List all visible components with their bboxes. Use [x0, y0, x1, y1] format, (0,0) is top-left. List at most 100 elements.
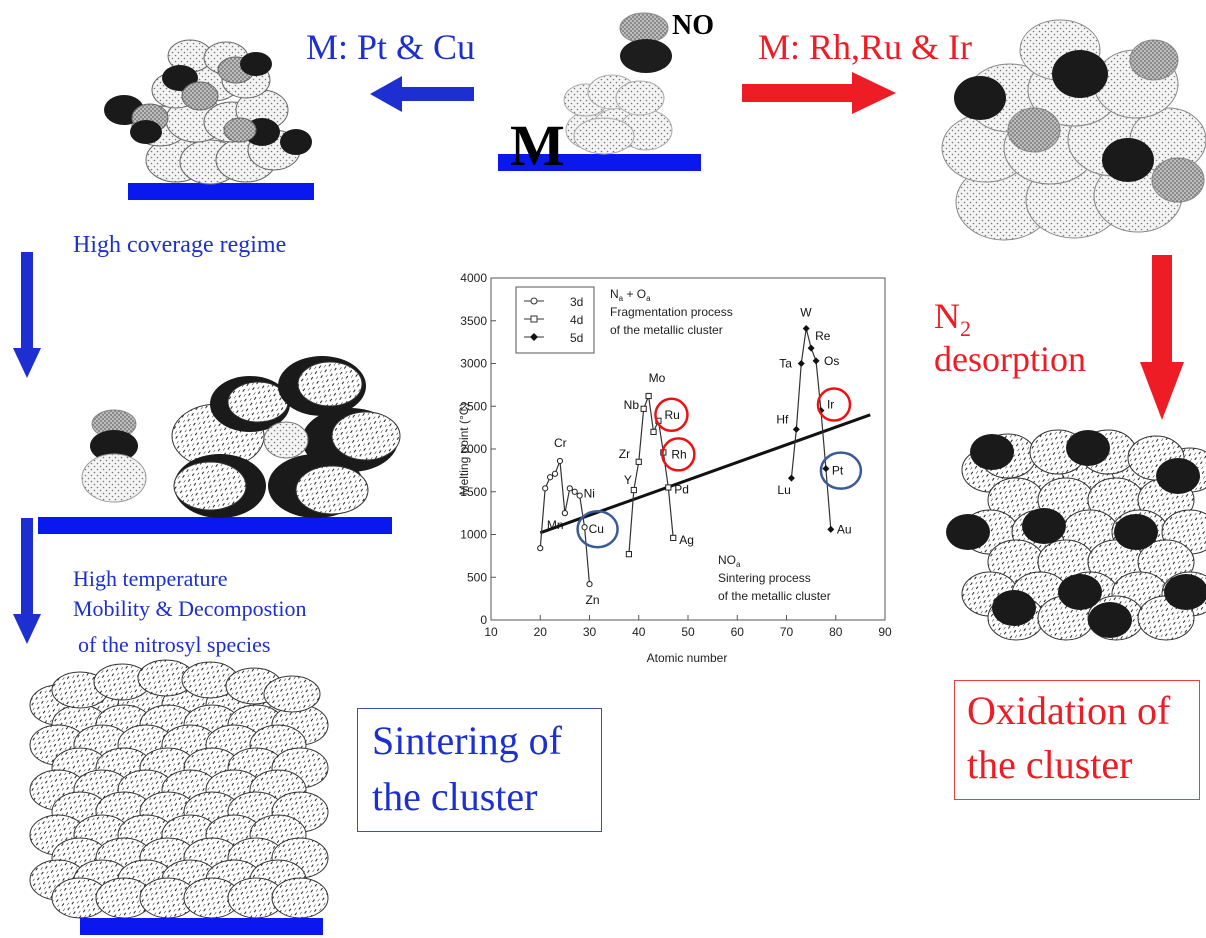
data-point-3d [571, 488, 578, 495]
element-label-os: Os [824, 354, 839, 368]
data-point-5d [807, 344, 815, 352]
highlight-blue-pt [819, 451, 863, 490]
oxidation-box: Oxidation of the cluster [954, 680, 1200, 800]
y-tick-label: 1000 [460, 528, 487, 542]
y-tick-label: 2000 [460, 442, 487, 456]
element-label-zr: Zr [619, 447, 630, 461]
chart-ticks: 10 20 30 40 50 60 70 80 90 0 500 1000 1500 2000 2500 30… [460, 271, 892, 639]
trend-line-path [539, 413, 871, 535]
legend-4d: 4d [570, 313, 583, 327]
oxygen-atom [619, 12, 669, 44]
element-label-ni: Ni [584, 487, 595, 501]
cluster-middle-left [38, 356, 401, 534]
annotation-bottom-1: NOa [718, 553, 741, 569]
substrate-bar-center [498, 154, 701, 171]
data-point-3d [537, 545, 544, 552]
series-line-4d [628, 395, 674, 555]
element-label-re: Re [815, 329, 831, 343]
arrow-down-blue-2 [13, 518, 41, 644]
legend-marker-4d [530, 315, 538, 323]
element-label-rh: Rh [671, 447, 686, 461]
chart-series [537, 324, 835, 588]
legend-5d: 5d [570, 331, 583, 345]
data-point-5d [822, 465, 830, 473]
x-tick-label: 60 [731, 625, 745, 639]
cluster-bottom-left [29, 659, 329, 919]
arrow-left-blue [370, 76, 474, 112]
x-tick-label: 50 [681, 625, 695, 639]
data-point-4d [645, 392, 652, 400]
data-point-4d [630, 486, 637, 494]
sintering-box: Sintering of the cluster [357, 708, 602, 832]
cluster-top-right [941, 19, 1206, 241]
data-point-5d [812, 357, 820, 365]
data-point-3d [551, 470, 559, 477]
x-tick-label: 20 [534, 625, 548, 639]
central-cluster [498, 12, 701, 171]
element-label-mn: Mn [547, 518, 564, 532]
label-desorption: desorption [934, 339, 1086, 379]
element-label-ru: Ru [664, 408, 679, 422]
y-tick-label: 4000 [460, 271, 487, 285]
cluster-top-left [104, 39, 314, 200]
label-mobility-decomposition: Mobility & Decompostion [73, 596, 307, 621]
y-tick-label: 500 [467, 570, 487, 584]
label-pt-cu: M: Pt & Cu [306, 27, 476, 67]
legend-marker-5d [530, 333, 538, 341]
x-tick-label: 40 [632, 625, 646, 639]
label-metal: M [510, 113, 565, 178]
data-point-4d [640, 405, 647, 412]
element-label-ir: Ir [827, 398, 834, 412]
data-point-5d [797, 360, 805, 367]
highlight-red-rh [661, 437, 696, 472]
data-point-5d [787, 474, 795, 482]
data-point-3d [561, 510, 568, 517]
element-label-lu: Lu [777, 483, 790, 497]
y-axis-label: Melting point (°C) [457, 403, 471, 496]
label-high-temperature: High temperature [73, 566, 228, 591]
y-tick-label: 2500 [460, 399, 487, 413]
data-point-5d [792, 425, 800, 433]
label-no: NO [672, 10, 714, 41]
annotation-bottom-2: Sintering process [718, 571, 811, 585]
substrate-bar-top-left [128, 183, 314, 200]
x-tick-label: 80 [829, 625, 843, 639]
trend-line [539, 413, 871, 535]
sintering-line-2: the cluster [372, 774, 538, 819]
data-point-4d [625, 551, 632, 558]
oxidation-line-1: Oxidation of [967, 688, 1171, 733]
data-point-3d [576, 492, 583, 499]
legend-3d: 3d [570, 295, 583, 309]
element-label-nb: Nb [624, 398, 640, 412]
label-nitrosyl-species: of the nitrosyl species [78, 632, 271, 657]
legend-marker-3d [530, 297, 538, 305]
data-point-3d [566, 485, 573, 492]
data-point-4d [650, 428, 657, 435]
element-label-mo: Mo [649, 371, 666, 385]
data-point-3d [542, 485, 549, 492]
data-point-3d [556, 457, 564, 465]
element-label-cr: Cr [554, 436, 567, 450]
element-labels: Cr Mn Ni Cu Zn Y Zr Nb Mo Ru Rh Pd Ag Lu Hf Ta WRe Os Ir Pt… [547, 305, 852, 607]
arrow-down-blue-1 [13, 252, 41, 378]
element-label-au: Au [837, 522, 852, 536]
x-tick-label: 30 [583, 625, 597, 639]
data-point-3d [586, 580, 593, 588]
arrow-right-red [742, 72, 896, 114]
annotation-top-2: Fragmentation process [610, 305, 733, 319]
element-label-pt: Pt [832, 464, 844, 478]
annotation-top-3: of the metallic cluster [610, 323, 723, 337]
sintering-line-1: Sintering of [372, 718, 562, 763]
substrate-bar-bottom-left [80, 918, 323, 935]
element-label-pd: Pd [674, 482, 689, 496]
annotation-bottom-3: of the metallic cluster [718, 589, 831, 603]
arrow-down-red [1140, 255, 1184, 420]
highlight-circles [576, 387, 863, 549]
substrate-bar-middle-left [38, 517, 392, 534]
annotation-top-1: Na + Oa [610, 287, 651, 303]
data-point-3d [581, 524, 588, 531]
y-tick-label: 0 [480, 613, 487, 627]
data-point-5d [827, 525, 835, 533]
